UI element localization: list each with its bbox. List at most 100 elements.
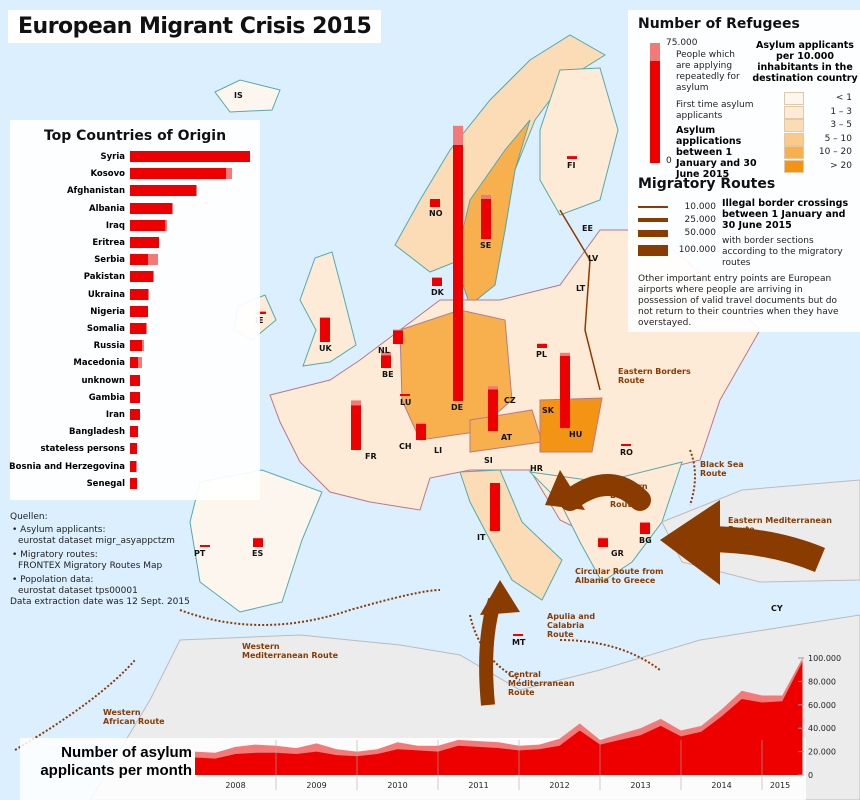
route-label-western-balkan: Western Balkan Route bbox=[610, 482, 648, 509]
origin-bar bbox=[130, 219, 168, 231]
origin-bar-first bbox=[130, 357, 139, 369]
country-label-gr: GR bbox=[611, 549, 624, 558]
origin-bar bbox=[130, 460, 138, 472]
density-label: 10 – 20 bbox=[818, 147, 852, 157]
origin-row: Somalia bbox=[10, 322, 260, 336]
origin-bar bbox=[130, 271, 154, 283]
route-label-eastern-borders: Eastern Borders Route bbox=[618, 367, 691, 385]
origin-bar-first bbox=[130, 202, 172, 214]
country-bar-fi bbox=[567, 156, 577, 159]
origin-row: stateless persons bbox=[10, 442, 260, 456]
origin-bar bbox=[130, 168, 232, 180]
country-bar-ro bbox=[621, 444, 631, 446]
origin-country-name: Nigeria bbox=[90, 306, 125, 317]
italy bbox=[459, 469, 563, 601]
bar-repeat bbox=[453, 125, 463, 145]
origin-bar bbox=[130, 391, 140, 403]
bar-repeat bbox=[381, 352, 391, 356]
country-bar-at bbox=[488, 386, 498, 431]
legend-panel: Number of Refugees 75.000 0 People which… bbox=[628, 10, 860, 332]
hungary bbox=[539, 397, 603, 453]
route-width-swatch bbox=[638, 244, 668, 256]
density-swatch bbox=[784, 146, 804, 159]
country-label-sk: SK bbox=[542, 406, 554, 415]
country-label-li: LI bbox=[434, 446, 443, 455]
origin-country-name: Bangladesh bbox=[69, 427, 125, 438]
bar-repeat bbox=[488, 386, 498, 390]
country-bar-de bbox=[453, 125, 463, 401]
route-label-apulia: Apulia and Calabria Route bbox=[547, 612, 596, 639]
country-label-it: IT bbox=[477, 533, 486, 542]
refugees-legend-title: Number of Refugees bbox=[638, 16, 800, 32]
country-bar-pt bbox=[200, 545, 210, 547]
origin-bar bbox=[130, 340, 145, 352]
country-bar-no bbox=[430, 199, 440, 207]
country-bar-se bbox=[481, 195, 491, 239]
origin-row: Bosnia and Herzegovina bbox=[9, 460, 260, 474]
source-value: eurostat dataset migr_asyappctzm bbox=[18, 536, 175, 546]
origin-country-name: unknown bbox=[81, 375, 125, 386]
route-eastern-med-arrowhead bbox=[660, 500, 720, 585]
country-label-lu: LU bbox=[400, 398, 412, 407]
country-label-dk: DK bbox=[431, 288, 444, 297]
first-label: First time asylum applicants bbox=[676, 100, 754, 121]
period-label: Asylum applications between 1 January an… bbox=[676, 125, 757, 180]
route-width-swatch bbox=[638, 229, 668, 237]
origin-bar-first bbox=[130, 409, 140, 420]
route-width-label: 50.000 bbox=[684, 228, 717, 238]
country-bar-be bbox=[381, 352, 391, 368]
country-label-is: IS bbox=[234, 91, 243, 100]
origin-country-name: Macedonia bbox=[73, 358, 125, 369]
route-label-western-med: Western Mediterranean Route bbox=[242, 642, 338, 660]
route-label-circular: Circular Route from Albania to Greece bbox=[575, 567, 664, 585]
density-label: > 20 bbox=[830, 160, 852, 171]
bar-first-time bbox=[481, 199, 491, 239]
bar-first-time bbox=[400, 394, 410, 396]
bar-repeat bbox=[416, 422, 426, 424]
country-bar-it bbox=[490, 483, 500, 531]
bar-first-time bbox=[490, 483, 500, 531]
origin-country-name: Serbia bbox=[94, 255, 125, 266]
origin-bar bbox=[130, 288, 150, 300]
country-label-hr: HR bbox=[530, 464, 543, 473]
country-label-uk: UK bbox=[319, 344, 332, 353]
bar-first-time bbox=[432, 278, 442, 286]
country-bar-dk bbox=[432, 277, 442, 286]
routes-desc-bold: Illegal border crossings between 1 Janua… bbox=[722, 198, 849, 231]
origin-country-name: Pakistan bbox=[83, 272, 125, 283]
route-western-med-dotted bbox=[179, 589, 441, 626]
bar-first-time bbox=[567, 156, 577, 159]
country-bar-ch bbox=[416, 422, 426, 440]
bar-first-time bbox=[393, 330, 403, 344]
legend-repeat-part bbox=[650, 43, 660, 61]
country-label-no: NO bbox=[429, 209, 443, 218]
scale-max: 75.000 bbox=[666, 38, 698, 48]
sweden bbox=[454, 119, 531, 306]
origin-row: Macedonia bbox=[10, 356, 260, 370]
source-label: • Migratory routes: bbox=[12, 550, 98, 560]
bar-repeat bbox=[432, 277, 442, 278]
density-title: Asylum applicants per 10.000 inhabitants… bbox=[752, 40, 858, 84]
bar-first-time bbox=[488, 389, 498, 431]
origin-bar bbox=[130, 254, 158, 266]
bar-first-time bbox=[621, 444, 631, 446]
origin-row: Afghanistan bbox=[10, 184, 260, 198]
country-bar-uk bbox=[320, 317, 330, 342]
route-eastern-borders bbox=[559, 209, 601, 391]
origin-bar-first bbox=[130, 151, 250, 162]
bar-repeat bbox=[481, 195, 491, 199]
origin-bar-first bbox=[130, 237, 159, 248]
country-bar-pl bbox=[537, 343, 547, 348]
route-width-label: 10.000 bbox=[684, 202, 717, 212]
origin-row: Iraq bbox=[10, 219, 260, 233]
country-label-cz: CZ bbox=[504, 396, 516, 405]
origin-bar-first bbox=[130, 185, 196, 197]
bar-first-time bbox=[416, 424, 426, 440]
origin-row: Serbia bbox=[10, 253, 260, 267]
bar-first-time bbox=[537, 344, 547, 348]
country-label-fi: FI bbox=[567, 161, 576, 170]
legend-scale-bar bbox=[650, 43, 660, 163]
country-label-es: ES bbox=[252, 549, 264, 558]
origin-bar bbox=[130, 357, 142, 369]
sources-panel: Quellen: • Asylum applicants: eurostat d… bbox=[10, 512, 190, 607]
